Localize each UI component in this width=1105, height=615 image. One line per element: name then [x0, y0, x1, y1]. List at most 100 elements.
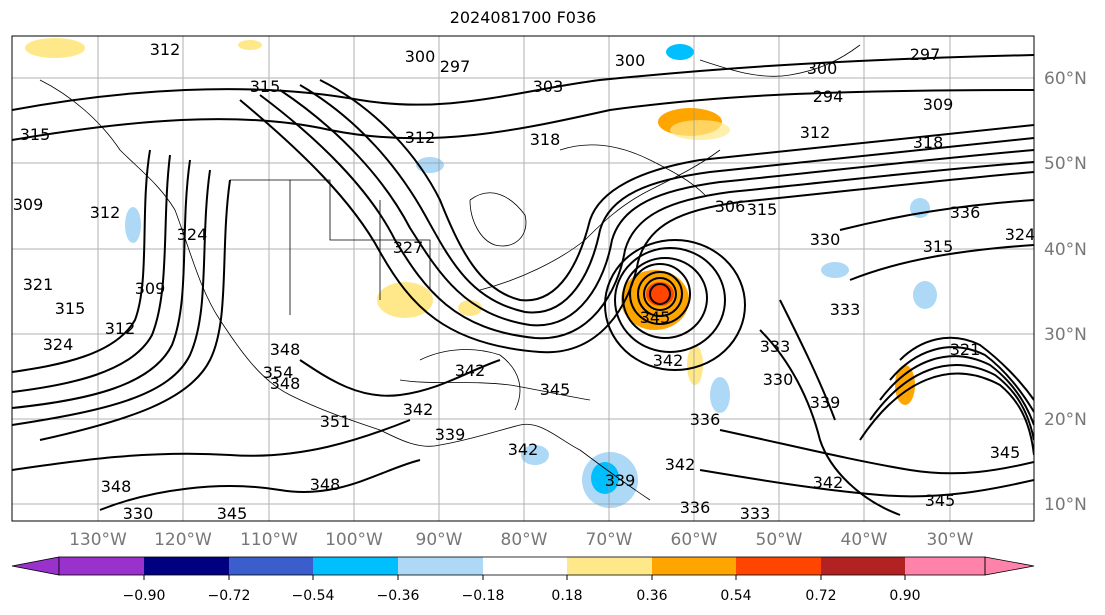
- longitude-label: 30°W: [927, 530, 974, 550]
- colorbar-bin: [313, 557, 398, 575]
- contour-label: 312: [405, 128, 436, 147]
- colorbar-tick-label: 0.18: [551, 588, 582, 604]
- contour-label: 312: [800, 123, 831, 142]
- contour-label: 321: [950, 340, 981, 359]
- colorbar-ticks: [143, 575, 906, 580]
- contour-label: 306: [715, 197, 746, 216]
- colorbar-bin: [652, 557, 736, 575]
- contour-label: 315: [747, 200, 778, 219]
- contour-label: 330: [123, 504, 154, 523]
- contour-label: 336: [950, 203, 981, 222]
- longitude-label: 60°W: [671, 530, 718, 550]
- colorbar-tick-label: 0.72: [805, 588, 836, 604]
- contour-label: 309: [135, 279, 166, 298]
- contour-label: 333: [760, 337, 791, 356]
- contour-label: 345: [540, 380, 571, 399]
- contour-label: 345: [925, 491, 956, 510]
- contour-label: 330: [763, 370, 794, 389]
- colorbar-bin: [398, 557, 483, 575]
- colorbar-bin: [821, 557, 905, 575]
- contour-label: 333: [740, 504, 771, 523]
- contour-label: 348: [270, 374, 301, 393]
- colorbar: −0.90 −0.72 −0.54 −0.36 −0.18 0.18 0.36 …: [11, 556, 1035, 604]
- colorbar-bin: [59, 557, 144, 575]
- longitude-label: 40°W: [841, 530, 888, 550]
- contour-label: 300: [615, 51, 646, 70]
- contour-label: 297: [910, 45, 941, 64]
- contour-label: 330: [810, 230, 841, 249]
- colorbar-max-extend: [984, 556, 1035, 576]
- longitude-label: 80°W: [501, 530, 548, 550]
- contour-label: 345: [217, 504, 248, 523]
- contour-label: 342: [653, 351, 684, 370]
- contour-label: 342: [508, 440, 539, 459]
- contour-label: 324: [43, 335, 74, 354]
- latitude-label: 60°N: [1044, 69, 1087, 89]
- contour-label: 336: [690, 410, 721, 429]
- latitude-labels: 60°N 50°N 40°N 30°N 20°N 10°N: [1044, 69, 1087, 515]
- latitude-label: 40°N: [1044, 240, 1087, 260]
- contour-label: 351: [320, 412, 351, 431]
- contour-label: 315: [55, 299, 86, 318]
- longitude-label: 130°W: [69, 530, 127, 550]
- contour-label: 333: [830, 300, 861, 319]
- contour-label: 348: [310, 475, 341, 494]
- contour-label: 312: [105, 319, 136, 338]
- contour-label: 342: [455, 361, 486, 380]
- longitude-label: 90°W: [416, 530, 463, 550]
- contour-label: 318: [913, 133, 944, 152]
- contour-label: 294: [813, 87, 844, 106]
- plot-title: 2024081700 F036: [449, 8, 597, 27]
- colorbar-tick-label: 0.36: [636, 588, 667, 604]
- contour-label: 300: [405, 47, 436, 66]
- contour-label: 342: [403, 400, 434, 419]
- colorbar-tick-label: −0.72: [208, 588, 251, 604]
- latitude-label: 50°N: [1044, 154, 1087, 174]
- contour-label: 318: [530, 130, 561, 149]
- latitude-label: 20°N: [1044, 410, 1087, 430]
- longitude-labels: 130°W 120°W 110°W 100°W 90°W 80°W 70°W 6…: [69, 530, 974, 550]
- colorbar-bin: [567, 557, 652, 575]
- contour-label: 336: [680, 498, 711, 517]
- colorbar-bin: [905, 557, 985, 575]
- colorbar-tick-label: −0.90: [123, 588, 166, 604]
- colorbar-bin: [229, 557, 313, 575]
- contour-label: 339: [435, 425, 466, 444]
- contour-label: 312: [150, 40, 181, 59]
- contour-label: 315: [20, 125, 51, 144]
- colorbar-tick-label: 0.90: [889, 588, 920, 604]
- contour-label: 342: [665, 455, 696, 474]
- colorbar-frame: [58, 556, 986, 576]
- longitude-label: 100°W: [325, 530, 383, 550]
- gridlines: [12, 36, 1034, 521]
- contour-label: 345: [640, 308, 671, 327]
- map-frame: [11, 35, 1035, 522]
- contour-label: 339: [605, 471, 636, 490]
- colorbar-bin: [144, 557, 229, 575]
- latitude-label: 10°N: [1044, 495, 1087, 515]
- longitude-label: 120°W: [154, 530, 212, 550]
- contour-label: 348: [101, 477, 132, 496]
- contour-label: 297: [440, 57, 471, 76]
- longitude-label: 110°W: [240, 530, 298, 550]
- contour-label: 303: [533, 77, 564, 96]
- contour-label: 315: [250, 77, 281, 96]
- contour-label: 354: [263, 363, 294, 382]
- contour-label: 342: [813, 473, 844, 492]
- contour-label: 345: [990, 443, 1021, 462]
- colorbar-bin: [736, 557, 821, 575]
- contour-label: 327: [393, 238, 424, 257]
- colorbar-tick-label: −0.18: [462, 588, 505, 604]
- contour-label: 309: [923, 95, 954, 114]
- colorbar-min-extend: [11, 556, 60, 576]
- contour-label-group: 312 300 297 300 300 297 315 294 309 312 …: [13, 40, 1036, 523]
- longitude-label: 50°W: [756, 530, 803, 550]
- contour-lines: [12, 54, 1034, 516]
- contour-label: 315: [923, 237, 954, 256]
- colorbar-tick-label: −0.54: [292, 588, 335, 604]
- latitude-label: 30°N: [1044, 325, 1087, 345]
- contour-label: 324: [1005, 225, 1036, 244]
- longitude-label: 70°W: [586, 530, 633, 550]
- contour-label: 312: [90, 203, 121, 222]
